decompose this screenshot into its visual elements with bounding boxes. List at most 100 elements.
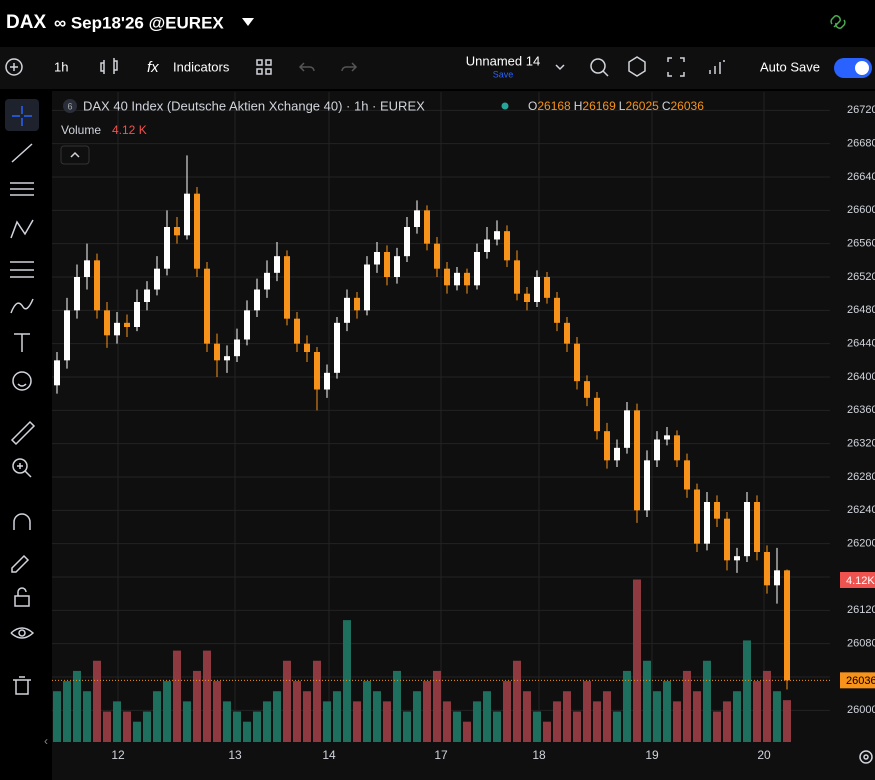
volume-bar	[353, 701, 361, 742]
candle-body	[674, 435, 680, 461]
delete-tool[interactable]	[13, 676, 31, 695]
collapse-toolbar[interactable]: ‹	[44, 734, 48, 748]
link-icon[interactable]	[830, 15, 846, 29]
candle-body	[594, 397, 600, 432]
volume-bar	[423, 681, 431, 742]
candle-body	[504, 231, 510, 261]
brush-tool[interactable]	[10, 298, 34, 314]
volume-bar	[543, 721, 551, 742]
symbol-dropdown[interactable]	[242, 18, 254, 26]
pattern-tool[interactable]	[10, 219, 34, 239]
candle-body	[614, 447, 620, 461]
candle-body	[604, 431, 610, 461]
fib-tool[interactable]	[10, 182, 34, 196]
auto-save-toggle[interactable]	[834, 58, 872, 78]
candle-body	[714, 502, 720, 519]
save-button[interactable]: Save	[493, 69, 514, 79]
zoom-tool[interactable]	[12, 458, 32, 478]
contract[interactable]: ∞ Sep18'26 @EUREX	[54, 13, 224, 32]
fullscreen-button[interactable]	[667, 57, 685, 77]
magnet-tool[interactable]	[13, 513, 31, 530]
volume-bar	[373, 691, 381, 742]
candle-body	[634, 410, 640, 511]
candle-body	[464, 272, 470, 286]
candle-body	[94, 260, 100, 311]
undo-button[interactable]	[298, 62, 315, 72]
layout-dropdown[interactable]	[555, 64, 565, 71]
cursor-tool-bg	[5, 99, 39, 131]
layouts-button[interactable]	[256, 59, 272, 75]
publish-button[interactable]	[709, 60, 725, 74]
candle-body	[444, 268, 450, 286]
volume-bar	[153, 691, 161, 742]
volume-bar	[693, 691, 701, 742]
collapse-legend[interactable]	[60, 145, 90, 165]
indicators-button[interactable]: Indicators	[173, 59, 230, 74]
volume-bar	[433, 670, 441, 742]
x-tick-label: 20	[757, 748, 771, 762]
lock-drawing-tool[interactable]	[11, 554, 30, 573]
volume-bar	[393, 670, 401, 742]
legend-badge	[63, 99, 77, 113]
replay-button[interactable]	[628, 56, 646, 77]
alert-button[interactable]	[590, 58, 609, 77]
volume-bar	[633, 579, 641, 742]
volume-bar	[103, 711, 111, 742]
y-tick-label: 26440	[847, 338, 875, 350]
legend-badge-text: 6	[67, 101, 72, 111]
layout-name[interactable]: Unnamed 14	[466, 53, 540, 68]
candle-body	[214, 343, 220, 361]
volume-bar	[173, 650, 181, 742]
volume-bar	[313, 660, 321, 742]
volume-bar	[163, 681, 171, 742]
y-tick-label: 26320	[847, 438, 875, 450]
fx-icon[interactable]: fx	[147, 59, 159, 76]
candle-body	[384, 252, 390, 277]
candle-body	[494, 231, 500, 240]
lock-tool[interactable]	[14, 587, 30, 607]
projection-tool[interactable]	[10, 261, 34, 278]
trend-line-tool[interactable]	[11, 143, 33, 163]
volume-bar	[573, 711, 581, 742]
volume-bar	[83, 691, 91, 742]
volume-bar	[213, 681, 221, 742]
volume-bar	[323, 701, 331, 742]
candle-body	[484, 239, 490, 252]
candle-body	[144, 289, 150, 302]
emoji-tool[interactable]	[12, 371, 32, 391]
candle-body	[404, 227, 410, 257]
open-value: 26168	[537, 99, 571, 113]
chart-type-button[interactable]	[100, 58, 118, 74]
add-symbol-button[interactable]	[5, 58, 23, 76]
volume-bar	[123, 711, 131, 742]
volume-bar	[663, 681, 671, 742]
candle-body	[224, 356, 230, 361]
interval-button[interactable]: 1h	[54, 59, 68, 74]
legend-title: DAX 40 Index (Deutsche Aktien Xchange 40…	[83, 98, 425, 113]
auto-save-label: Auto Save	[760, 59, 820, 74]
x-tick-label: 12	[111, 748, 125, 762]
candle-body	[114, 322, 120, 336]
volume-bar	[783, 700, 791, 742]
volume-badge-label: 4.12K	[846, 575, 875, 587]
candle-body	[664, 435, 670, 440]
candle-body	[344, 297, 350, 323]
volume-bar	[263, 701, 271, 742]
volume-bar	[653, 691, 661, 742]
volume-bar	[413, 691, 421, 742]
hide-tool[interactable]	[10, 627, 35, 639]
candle-body	[584, 381, 590, 398]
symbol[interactable]: DAX	[6, 12, 46, 33]
settings-button[interactable]	[859, 750, 873, 764]
text-tool[interactable]	[14, 333, 30, 352]
volume-bar	[363, 681, 371, 742]
volume-bar	[443, 701, 451, 742]
cross-tool[interactable]	[12, 106, 32, 126]
candle-body	[254, 289, 260, 311]
ruler-tool[interactable]	[10, 420, 36, 446]
ohlc-legend: O26168 H26169 L26025 C26036	[528, 99, 704, 113]
candle-body	[394, 256, 400, 277]
volume-bar	[53, 691, 61, 742]
redo-button[interactable]	[341, 62, 358, 72]
